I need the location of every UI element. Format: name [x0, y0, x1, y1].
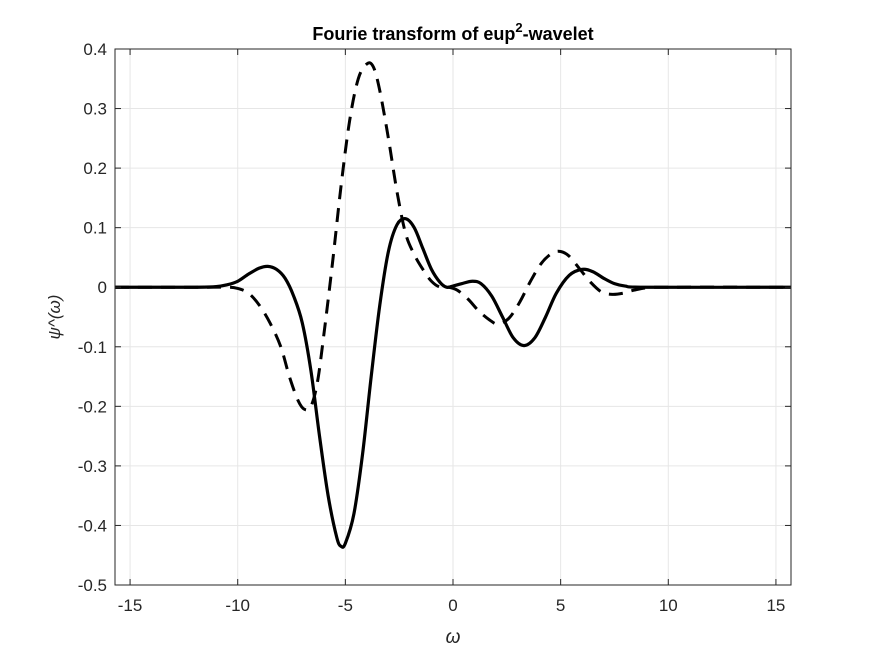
chart-title-suffix: -wavelet: [523, 24, 594, 44]
chart-title-superscript: 2: [515, 20, 522, 35]
x-axis-label: ω: [446, 627, 461, 648]
x-tick-label: 15: [766, 596, 785, 615]
y-tick-label: -0.4: [78, 516, 107, 535]
y-axis-ticks: -0.5 -0.4 -0.3 -0.2 -0.1 0 0.1 0.2 0.3 0.4: [78, 40, 791, 595]
y-tick-label: 0.3: [83, 100, 107, 119]
x-tick-label: -5: [338, 596, 353, 615]
x-axis-ticks: -15 -10 -5 0 5 10 15: [118, 49, 785, 615]
y-tick-label: -0.5: [78, 576, 107, 595]
y-tick-label: 0.4: [83, 40, 107, 59]
x-tick-label: -15: [118, 596, 143, 615]
solid-series-line: [114, 217, 792, 549]
dashed-series-line: [115, 61, 792, 412]
y-axis-label: ψ^(ω): [45, 295, 64, 340]
x-tick-label: -10: [225, 596, 250, 615]
y-tick-label: 0.2: [83, 159, 107, 178]
x-tick-label: 5: [556, 596, 565, 615]
chart-title-main: Fourie transform of eup: [312, 24, 515, 44]
y-tick-label: -0.2: [78, 397, 107, 416]
series-group: [114, 61, 792, 549]
y-tick-label: 0: [98, 278, 107, 297]
y-tick-label: -0.3: [78, 457, 107, 476]
x-tick-label: 0: [448, 596, 457, 615]
chart-title: Fourie transform of eup2-wavelet: [312, 20, 593, 44]
y-tick-label: 0.1: [83, 219, 107, 238]
x-tick-label: 10: [659, 596, 678, 615]
y-tick-label: -0.1: [78, 338, 107, 357]
